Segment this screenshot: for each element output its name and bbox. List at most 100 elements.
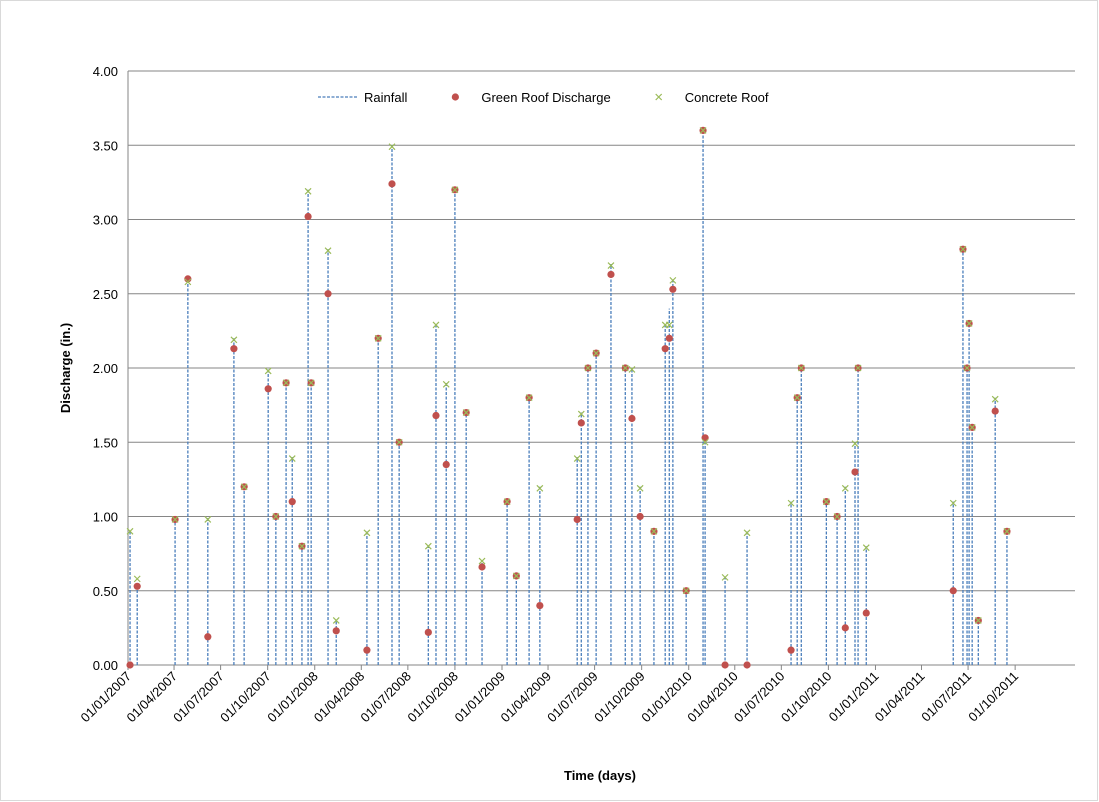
concrete-roof-point [126, 527, 134, 535]
concrete-roof-point [451, 186, 459, 194]
green-roof-point [332, 627, 340, 635]
green-roof-point [432, 411, 440, 420]
concrete-roof-point [851, 440, 859, 448]
green-roof-point [133, 582, 141, 590]
x-axis-title: Time (days) [564, 768, 636, 783]
green-roof-point [841, 624, 849, 632]
green-roof-point [204, 633, 212, 641]
y-tick-label: 3.00 [93, 213, 118, 228]
concrete-roof-point [332, 617, 340, 624]
concrete-roof-point [432, 321, 440, 329]
concrete-roof-point [991, 395, 999, 403]
concrete-roof-point [424, 542, 432, 550]
green-roof-point [324, 290, 332, 298]
legend-label: Concrete Roof [685, 90, 769, 105]
concrete-roof-point [787, 499, 795, 507]
concrete-roof-point [442, 380, 450, 388]
green-roof-point [743, 661, 751, 669]
y-tick-label: 2.50 [93, 287, 118, 302]
concrete-roof-point [307, 379, 315, 387]
legend-label: Rainfall [364, 90, 407, 105]
green-roof-point [363, 646, 371, 654]
y-tick-label: 0.50 [93, 584, 118, 599]
green-roof-point [665, 334, 673, 342]
concrete-roof-point [959, 245, 967, 253]
concrete-roof-point [841, 484, 849, 492]
y-tick-label: 2.00 [93, 361, 118, 376]
green-roof-point [661, 345, 669, 353]
green-roof-point [304, 212, 312, 221]
green-roof-point [991, 407, 999, 415]
concrete-roof-point [592, 349, 600, 357]
concrete-roof-point [282, 379, 290, 387]
concrete-roof-point [573, 455, 581, 463]
green-roof-point [573, 515, 581, 524]
legend-swatch [451, 93, 459, 101]
green-roof-point [577, 419, 585, 427]
concrete-roof-point [636, 484, 644, 492]
concrete-roof-point [204, 516, 212, 523]
legend-swatch [655, 93, 663, 101]
concrete-roof-point [304, 187, 312, 195]
concrete-roof-point [577, 410, 585, 418]
y-tick-label: 3.50 [93, 138, 118, 153]
green-roof-point [949, 587, 957, 595]
concrete-roof-point [682, 587, 690, 595]
concrete-roof-point [536, 484, 544, 492]
y-tick-label: 0.00 [93, 658, 118, 673]
concrete-roof-point [272, 513, 280, 520]
green-roof-point [607, 270, 615, 279]
green-roof-point [288, 498, 296, 506]
concrete-roof-point [184, 278, 192, 286]
concrete-roof-point [503, 498, 511, 506]
concrete-roof-point [298, 542, 306, 550]
concrete-roof-point [665, 321, 673, 329]
concrete-roof-point [701, 438, 709, 446]
concrete-roof-point [743, 529, 751, 537]
concrete-roof-point [669, 276, 677, 284]
concrete-roof-point [965, 320, 973, 327]
concrete-roof-point [584, 364, 592, 372]
green-roof-point [442, 460, 450, 469]
concrete-roof-point [854, 364, 862, 372]
green-roof-point [851, 468, 859, 476]
concrete-roof-point [171, 516, 179, 523]
concrete-roof-point [512, 572, 520, 580]
green-roof-point [669, 285, 677, 293]
green-roof-point [787, 646, 795, 654]
green-roof-point [424, 628, 432, 636]
concrete-roof-point [628, 366, 636, 373]
green-roof-point [536, 602, 544, 610]
concrete-roof-point [699, 126, 707, 134]
green-roof-point [628, 414, 636, 423]
concrete-roof-point [949, 499, 957, 507]
y-tick-label: 4.00 [93, 64, 118, 79]
y-tick-label: 1.50 [93, 435, 118, 450]
concrete-roof-point [797, 364, 805, 372]
concrete-roof-point [607, 262, 615, 269]
y-axis-title: Discharge (in.) [58, 323, 73, 413]
concrete-roof-point [374, 334, 382, 342]
green-roof-point [126, 661, 134, 669]
concrete-roof-point [324, 247, 332, 255]
concrete-roof-point [793, 394, 801, 402]
concrete-roof-point [462, 409, 470, 416]
concrete-roof-point [862, 544, 870, 552]
concrete-roof-point [822, 498, 830, 506]
green-roof-point [862, 609, 870, 617]
concrete-roof-point [525, 394, 533, 402]
concrete-roof-point [833, 513, 841, 520]
green-roof-point [636, 512, 644, 521]
concrete-roof-point [388, 143, 396, 151]
concrete-roof-point [968, 423, 976, 431]
concrete-roof-point [721, 573, 729, 581]
green-roof-point [478, 563, 486, 571]
green-roof-point [701, 434, 709, 442]
concrete-roof-point [363, 529, 371, 537]
concrete-roof-point [974, 617, 982, 624]
concrete-roof-point [963, 364, 971, 372]
green-roof-point [230, 345, 238, 353]
concrete-roof-point [1003, 527, 1011, 535]
